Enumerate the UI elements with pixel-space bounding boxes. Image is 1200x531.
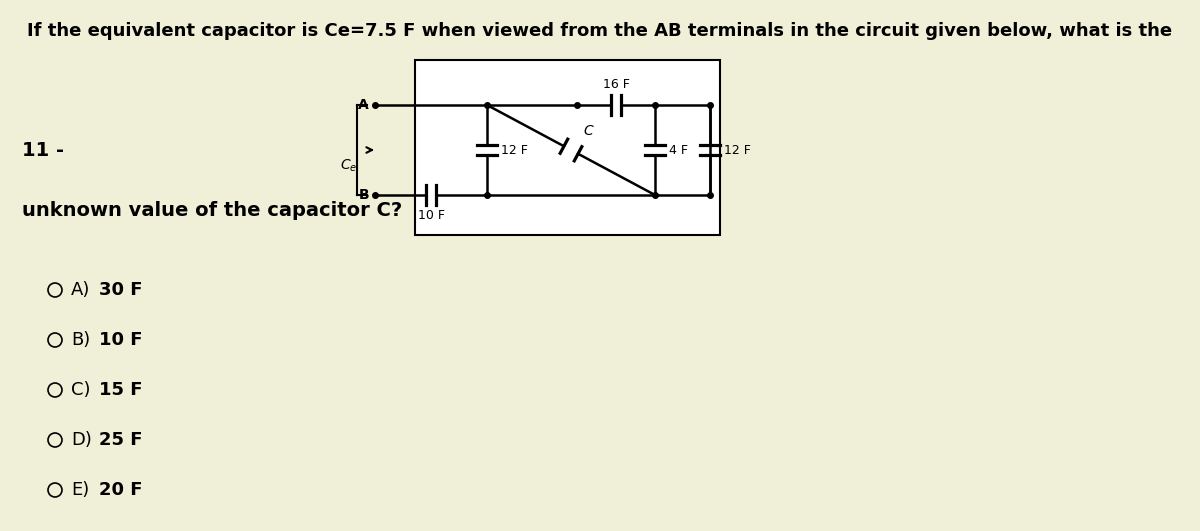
Text: 16 F: 16 F xyxy=(602,78,630,91)
Text: If the equivalent capacitor is Ce=7.5 F when viewed from the AB terminals in the: If the equivalent capacitor is Ce=7.5 F … xyxy=(28,22,1172,40)
Text: B): B) xyxy=(71,331,90,349)
Text: unknown value of the capacitor C?: unknown value of the capacitor C? xyxy=(22,201,402,219)
Text: 11 -: 11 - xyxy=(22,141,64,159)
Text: B: B xyxy=(359,188,370,202)
Text: 25 F: 25 F xyxy=(98,431,143,449)
Text: 10 F: 10 F xyxy=(418,209,444,222)
Text: $C_e$: $C_e$ xyxy=(341,158,358,174)
Text: C: C xyxy=(583,124,593,138)
Text: 10 F: 10 F xyxy=(98,331,143,349)
Text: 4 F: 4 F xyxy=(670,143,688,157)
Text: 30 F: 30 F xyxy=(98,281,143,299)
Text: A): A) xyxy=(71,281,90,299)
Text: 20 F: 20 F xyxy=(98,481,143,499)
Text: 12 F: 12 F xyxy=(724,143,751,157)
Text: C): C) xyxy=(71,381,90,399)
Text: D): D) xyxy=(71,431,92,449)
Text: 12 F: 12 F xyxy=(502,143,528,157)
Bar xyxy=(415,60,720,235)
Text: A: A xyxy=(359,98,370,112)
Text: 15 F: 15 F xyxy=(98,381,143,399)
Text: E): E) xyxy=(71,481,89,499)
